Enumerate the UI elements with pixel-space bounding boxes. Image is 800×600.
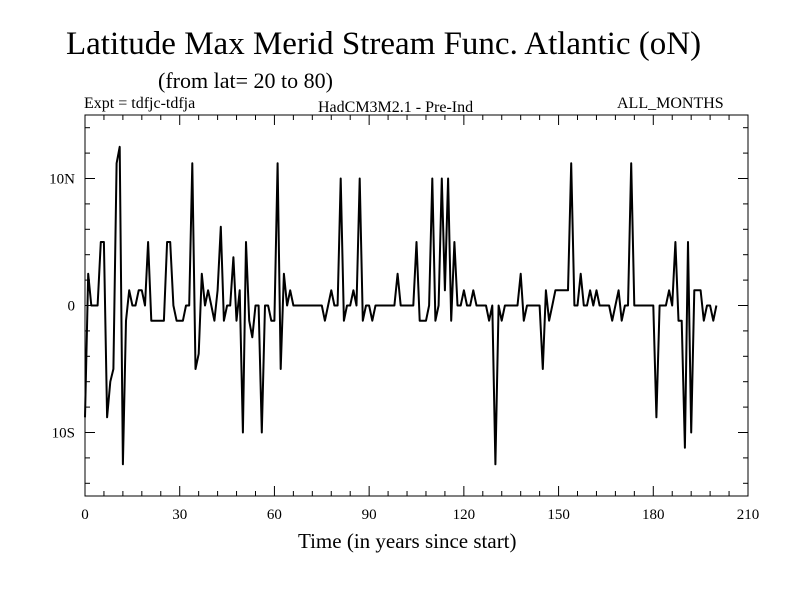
x-tick-label: 60 [267,507,282,523]
x-tick-label: 0 [81,507,89,523]
x-tick-label: 120 [453,507,476,523]
x-tick-label: 150 [547,507,570,523]
x-tick-label: 180 [642,507,665,523]
y-tick-label: 10N [49,172,75,188]
plot-lines [84,145,718,466]
axes: 0 30 60 90 120 150 180 210 10S 0 10N [49,114,760,523]
chart-title: Latitude Max Merid Stream Func. Atlantic… [66,26,702,62]
chart-subtitle: (from lat= 20 to 80) [158,68,333,93]
y-tick-label: 10S [52,426,75,442]
months-label: ALL_MONTHS [617,95,724,112]
experiment-label: Expt = tdfjc-tdfja [84,95,196,112]
x-tick-label: 30 [172,507,187,523]
model-label: HadCM3M2.1 - Pre-Ind [318,99,474,116]
x-tick-label: 210 [737,507,760,523]
y-tick-label: 0 [68,299,76,315]
x-tick-label: 90 [362,507,377,523]
series-line [84,145,718,466]
x-axis-label: Time (in years since start) [298,529,517,553]
